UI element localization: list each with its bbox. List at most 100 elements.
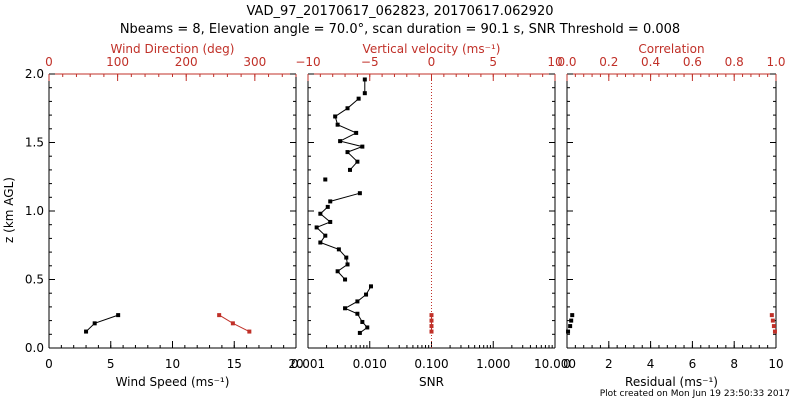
plot-created-footer: Plot created on Mon Jun 19 23:50:33 2017 — [600, 389, 790, 399]
data-point-vertical-velocity — [356, 96, 361, 101]
chart-title: VAD_97_20170617_062823, 20170617.062920 — [247, 4, 554, 19]
data-point-residual — [566, 329, 571, 334]
x2-axis-label: Correlation — [638, 42, 704, 56]
y-tick-label: 0.5 — [25, 273, 44, 287]
x-tick-label: 0 — [45, 357, 53, 371]
data-point-vertical-velocity — [365, 325, 370, 330]
data-point-vertical-velocity — [323, 233, 328, 238]
data-point-residual — [569, 318, 574, 323]
y-tick-label: 2.0 — [25, 67, 44, 81]
data-point-vertical-velocity — [338, 139, 343, 144]
x-tick-label: 1.000 — [476, 357, 510, 371]
data-point-wind-speed — [92, 321, 97, 326]
data-point-vertical-velocity — [345, 106, 350, 111]
data-point-vertical-velocity — [357, 191, 362, 196]
x-axis-label: Wind Speed (ms⁻¹) — [116, 375, 230, 389]
data-point-vertical-velocity — [323, 177, 328, 182]
data-point-vertical-velocity — [328, 199, 333, 204]
x-axis-label: SNR — [419, 375, 444, 389]
data-point-vertical-velocity — [314, 225, 319, 230]
x2-tick-label: −10 — [295, 55, 320, 69]
x-tick-label: 0.010 — [353, 357, 387, 371]
x2-tick-label: 1.0 — [766, 55, 785, 69]
data-point-snr — [429, 313, 434, 318]
data-point-vertical-velocity — [328, 219, 333, 224]
x2-tick-label: 0.6 — [683, 55, 702, 69]
x-tick-label: 20 — [288, 357, 303, 371]
x-tick-label: 6 — [689, 357, 697, 371]
x2-axis-label: Wind Direction (deg) — [111, 42, 235, 56]
data-point-vertical-velocity — [368, 284, 373, 289]
x-tick-label: 10.000 — [534, 357, 576, 371]
chart-subtitle: Nbeams = 8, Elevation angle = 70.0°, sca… — [120, 22, 680, 37]
x2-tick-label: 0 — [428, 55, 436, 69]
y-tick-label: 1.5 — [25, 136, 44, 150]
data-point-residual — [570, 313, 575, 318]
data-point-vertical-velocity — [355, 311, 360, 316]
x-tick-label: 10 — [768, 357, 783, 371]
data-point-vertical-velocity — [360, 144, 365, 149]
data-point-vertical-velocity — [333, 114, 338, 119]
data-point-vertical-velocity — [335, 269, 340, 274]
data-point-vertical-velocity — [347, 167, 352, 172]
x2-tick-label: 100 — [106, 55, 129, 69]
data-point-vertical-velocity — [355, 159, 360, 164]
series-line-vertical-velocity — [330, 192, 361, 202]
data-point-correlation — [772, 329, 777, 334]
y-axis-label: z (km AGL) — [2, 177, 16, 243]
data-point-snr — [429, 329, 434, 334]
data-point-vertical-velocity — [325, 204, 330, 209]
data-point-vertical-velocity — [362, 91, 367, 96]
x2-tick-label: 300 — [243, 55, 266, 69]
x-tick-label: 8 — [730, 357, 738, 371]
x2-tick-label: 0 — [45, 55, 53, 69]
data-point-wind-direction — [230, 321, 235, 326]
data-point-vertical-velocity — [357, 330, 362, 335]
data-point-vertical-velocity — [360, 319, 365, 324]
data-point-vertical-velocity — [343, 277, 348, 282]
x-tick-label: 15 — [227, 357, 242, 371]
x-tick-label: 0.100 — [414, 357, 448, 371]
data-point-snr — [429, 318, 434, 323]
x-tick-label: 2 — [605, 357, 613, 371]
series-line-wind-speed — [85, 314, 119, 332]
x-tick-label: 10 — [165, 357, 180, 371]
data-point-wind-direction — [247, 329, 252, 334]
data-point-wind-speed — [84, 329, 89, 334]
data-point-correlation — [771, 324, 776, 329]
x-axis-label: Residual (ms⁻¹) — [625, 375, 718, 389]
series-line-vertical-velocity — [334, 98, 364, 171]
x2-tick-label: 0.4 — [641, 55, 660, 69]
x-tick-label: 0 — [563, 357, 571, 371]
x2-axis-label: Vertical velocity (ms⁻¹) — [363, 42, 501, 56]
x2-tick-label: 10 — [547, 55, 562, 69]
x2-tick-label: 0.0 — [557, 55, 576, 69]
x-tick-label: 0.001 — [291, 357, 325, 371]
y-tick-label: 1.0 — [25, 204, 44, 218]
data-point-snr — [429, 324, 434, 329]
data-point-vertical-velocity — [318, 211, 323, 216]
x2-tick-label: 0.8 — [725, 55, 744, 69]
data-point-residual — [568, 324, 573, 329]
x-tick-label: 4 — [647, 357, 655, 371]
x2-tick-label: 0.2 — [599, 55, 618, 69]
data-point-wind-speed — [116, 313, 121, 318]
x-tick-label: 5 — [107, 357, 115, 371]
data-point-vertical-velocity — [345, 150, 350, 155]
data-point-vertical-velocity — [336, 247, 341, 252]
x2-tick-label: 5 — [489, 55, 497, 69]
data-point-vertical-velocity — [318, 240, 323, 245]
data-point-vertical-velocity — [355, 299, 360, 304]
data-point-wind-direction — [217, 313, 222, 318]
data-point-correlation — [770, 318, 775, 323]
data-point-vertical-velocity — [335, 122, 340, 127]
data-point-vertical-velocity — [344, 255, 349, 260]
y-tick-label: 0.0 — [25, 341, 44, 355]
x2-tick-label: −5 — [361, 55, 379, 69]
data-point-vertical-velocity — [343, 306, 348, 311]
data-point-vertical-velocity — [364, 292, 369, 297]
data-point-vertical-velocity — [354, 130, 359, 135]
data-point-vertical-velocity — [362, 77, 367, 82]
